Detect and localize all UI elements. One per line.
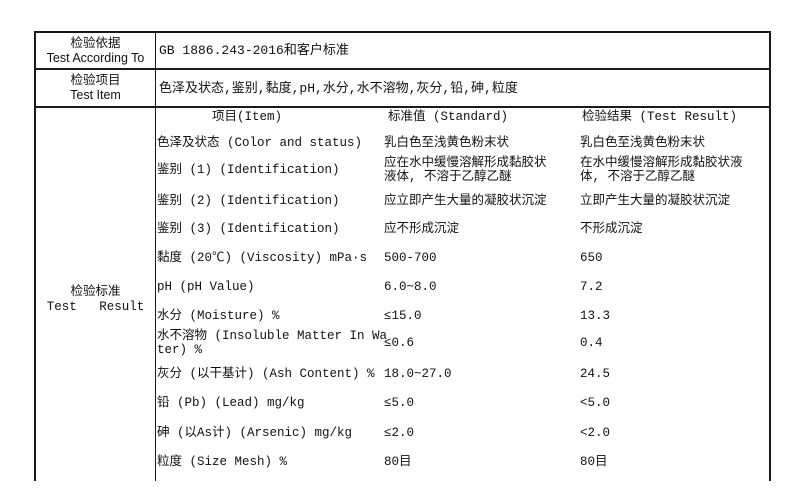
test-item-label: 检验项目 Test Item bbox=[70, 73, 121, 102]
cell-result: <2.0 bbox=[580, 426, 611, 440]
cell-item: 黏度 (20℃) (Viscosity) mPa·s bbox=[157, 251, 368, 265]
cell-item: 鉴别 (1) (Identification) bbox=[157, 163, 340, 177]
cell-result: 80目 bbox=[580, 455, 608, 469]
table-top-border bbox=[34, 31, 771, 33]
cell-standard: 6.0~8.0 bbox=[384, 280, 437, 294]
cell-result: 不形成沉淀 bbox=[580, 222, 643, 236]
cell-result: 13.3 bbox=[580, 309, 611, 323]
cell-result: 乳白色至浅黄色粉末状 bbox=[580, 136, 706, 150]
cell-item: pH (pH Value) bbox=[157, 280, 255, 294]
cell-item: 砷 (以As计) (Arsenic) mg/kg bbox=[157, 426, 353, 440]
column-divider bbox=[155, 31, 156, 481]
cell-result: 24.5 bbox=[580, 367, 611, 381]
cell-result: 体, 不溶于乙醇乙醚 bbox=[580, 170, 696, 184]
cell-result: 在水中缓慢溶解形成黏胶状液 bbox=[580, 156, 743, 170]
cell-standard: 应不形成沉淀 bbox=[384, 222, 460, 236]
row-divider bbox=[34, 106, 771, 108]
cell-result: 0.4 bbox=[580, 336, 603, 350]
basis-label: 检验依据 Test According To bbox=[46, 36, 145, 65]
cell-item: 水不溶物 (Insoluble Matter In Wa bbox=[157, 329, 388, 343]
cell-item: 色泽及状态 (Color and status) bbox=[157, 136, 363, 150]
cell-item: 灰分 (以干基计) (Ash Content) % bbox=[157, 367, 375, 381]
table-right-border bbox=[769, 31, 771, 481]
cell-standard: ≤0.6 bbox=[384, 336, 415, 350]
cell-standard: 乳白色至浅黄色粉末状 bbox=[384, 136, 510, 150]
cell-standard: 应立即产生大量的凝胶状沉淀 bbox=[384, 194, 547, 208]
cell-result: 立即产生大量的凝胶状沉淀 bbox=[580, 194, 731, 208]
header-result: 检验结果 (Test Result) bbox=[582, 110, 738, 124]
table-left-border bbox=[34, 31, 36, 481]
cell-result: 7.2 bbox=[580, 280, 603, 294]
cell-standard: 80目 bbox=[384, 455, 412, 469]
cell-result: 650 bbox=[580, 251, 603, 265]
basis-value: GB 1886.243-2016和客户标准 bbox=[159, 43, 349, 58]
cell-standard: ≤5.0 bbox=[384, 396, 415, 410]
cell-standard: ≤2.0 bbox=[384, 426, 415, 440]
cell-standard: 应在水中缓慢溶解形成黏胶状 bbox=[384, 156, 547, 170]
cell-standard: 液体, 不溶于乙醇乙醚 bbox=[384, 170, 512, 184]
header-standard: 标准值 (Standard) bbox=[388, 110, 509, 124]
cell-standard: 18.0~27.0 bbox=[384, 367, 452, 381]
cell-item: 铅 (Pb) (Lead) mg/kg bbox=[157, 396, 305, 410]
cell-result: <5.0 bbox=[580, 396, 611, 410]
cell-item: 水分 (Moisture) % bbox=[157, 309, 280, 323]
cell-standard: 500-700 bbox=[384, 251, 437, 265]
cell-item: ter) % bbox=[157, 343, 203, 357]
test-item-value: 色泽及状态,鉴别,黏度,pH,水分,水不溶物,灰分,铅,砷,粒度 bbox=[159, 81, 518, 96]
row-divider bbox=[34, 68, 771, 70]
cell-item: 鉴别 (2) (Identification) bbox=[157, 194, 340, 208]
test-result-label: 检验标准 Test Result bbox=[46, 285, 145, 314]
cell-item: 粒度 (Size Mesh) % bbox=[157, 455, 288, 469]
cell-standard: ≤15.0 bbox=[384, 309, 422, 323]
cell-item: 鉴别 (3) (Identification) bbox=[157, 222, 340, 236]
header-item: 项目(Item) bbox=[212, 110, 283, 124]
